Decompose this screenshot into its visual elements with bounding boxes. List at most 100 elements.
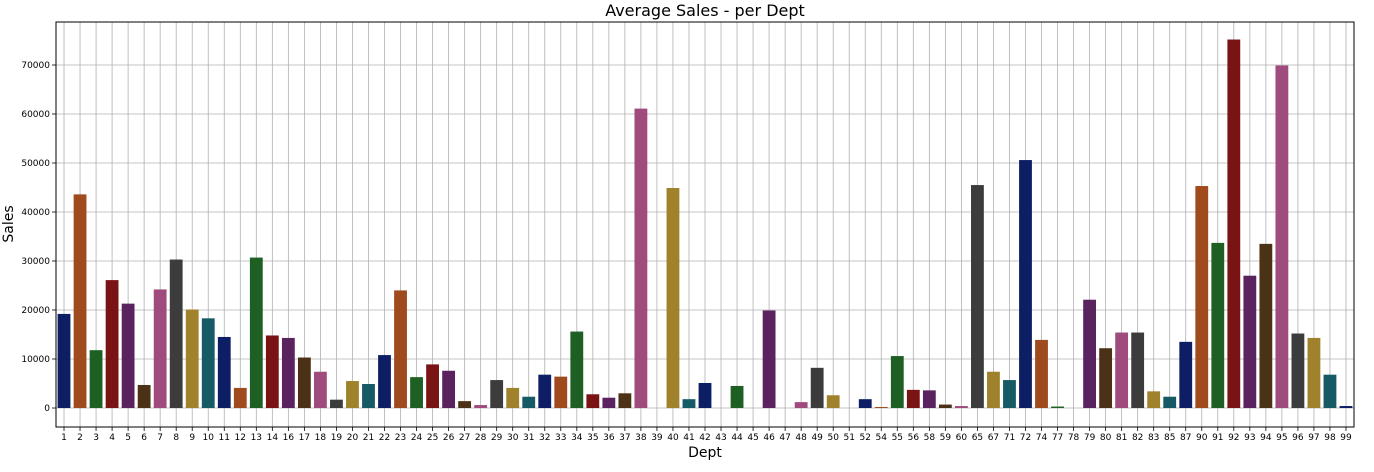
bar-dept-56 bbox=[906, 389, 920, 408]
x-tick-label: 71 bbox=[1004, 433, 1015, 443]
x-tick-label: 87 bbox=[1180, 433, 1191, 443]
x-tick-label: 56 bbox=[908, 433, 920, 443]
bar-dept-2 bbox=[73, 194, 87, 408]
bar-dept-28 bbox=[474, 405, 488, 408]
bar-dept-31 bbox=[522, 396, 536, 408]
x-tick-label: 35 bbox=[587, 433, 598, 443]
y-tick-label: 20000 bbox=[21, 306, 50, 316]
x-tick-label: 30 bbox=[507, 433, 519, 443]
x-tick-label: 39 bbox=[651, 433, 663, 443]
y-tick-label: 40000 bbox=[21, 208, 50, 218]
x-tick-label: 55 bbox=[892, 433, 903, 443]
x-tick-label: 1 bbox=[61, 433, 67, 443]
x-tick-label: 18 bbox=[315, 433, 327, 443]
y-axis-label: Sales bbox=[1, 205, 17, 242]
bar-dept-59 bbox=[938, 404, 952, 408]
x-tick-label: 5 bbox=[125, 433, 131, 443]
bar-dept-65 bbox=[971, 185, 984, 408]
x-tick-label: 19 bbox=[331, 433, 343, 443]
bar-dept-9 bbox=[185, 309, 199, 408]
x-tick-label: 54 bbox=[876, 433, 888, 443]
bar-dept-41 bbox=[682, 399, 696, 408]
bar-dept-60 bbox=[954, 406, 968, 408]
x-tick-label: 2 bbox=[77, 433, 83, 443]
bar-dept-82 bbox=[1131, 332, 1145, 408]
y-axis-ticks: 0 10000 20000 30000 40000 50000 60000 70000 bbox=[21, 61, 56, 414]
x-tick-label: 38 bbox=[635, 433, 647, 443]
x-tick-label: 10 bbox=[203, 433, 215, 443]
bar-dept-33 bbox=[554, 376, 568, 408]
bar-dept-17 bbox=[297, 357, 311, 408]
bar-dept-6 bbox=[137, 384, 151, 408]
x-axis-ticks: 1 2 3 4 5 6 7 8 9 10 11 12 13 14 16 17 18 19 20 21 22 23 24 25 2… bbox=[61, 427, 1352, 443]
x-tick-label: 59 bbox=[940, 433, 952, 443]
bar-dept-11 bbox=[217, 336, 231, 408]
x-tick-label: 91 bbox=[1212, 433, 1223, 443]
bar-dept-54 bbox=[874, 407, 888, 408]
bar-dept-72 bbox=[1019, 160, 1032, 408]
bar-dept-98 bbox=[1323, 374, 1337, 408]
bar-dept-7 bbox=[153, 289, 167, 408]
bar-dept-95 bbox=[1275, 65, 1289, 409]
bar-dept-42 bbox=[698, 383, 712, 408]
bar-dept-13 bbox=[249, 257, 263, 408]
x-tick-label: 23 bbox=[395, 433, 406, 443]
bar-dept-16 bbox=[281, 337, 295, 408]
bar-dept-29 bbox=[490, 380, 504, 408]
bar-dept-87 bbox=[1179, 341, 1193, 408]
bar-dept-52 bbox=[858, 399, 872, 408]
bar-dept-36 bbox=[602, 397, 616, 408]
bar-dept-74 bbox=[1035, 339, 1048, 408]
x-tick-label: 16 bbox=[283, 433, 295, 443]
x-tick-label: 31 bbox=[523, 433, 534, 443]
x-tick-label: 80 bbox=[1100, 433, 1112, 443]
bar-dept-18 bbox=[313, 371, 327, 408]
x-tick-label: 43 bbox=[715, 433, 726, 443]
bar-dept-21 bbox=[362, 383, 375, 408]
bar-dept-8 bbox=[169, 259, 183, 408]
x-tick-label: 34 bbox=[571, 433, 583, 443]
x-tick-label: 51 bbox=[843, 433, 854, 443]
x-tick-label: 12 bbox=[235, 433, 246, 443]
bar-dept-83 bbox=[1147, 391, 1161, 408]
x-tick-label: 25 bbox=[427, 433, 438, 443]
x-tick-label: 33 bbox=[555, 433, 566, 443]
x-axis-label: Dept bbox=[688, 445, 722, 461]
bar-dept-80 bbox=[1099, 348, 1113, 408]
x-tick-label: 22 bbox=[379, 433, 390, 443]
x-tick-label: 90 bbox=[1196, 433, 1208, 443]
y-tick-label: 10000 bbox=[21, 355, 50, 365]
bar-dept-85 bbox=[1163, 396, 1177, 408]
x-tick-label: 14 bbox=[267, 433, 279, 443]
x-tick-label: 60 bbox=[956, 433, 968, 443]
bar-dept-1 bbox=[57, 313, 71, 408]
bar-dept-38 bbox=[634, 108, 648, 409]
x-tick-label: 96 bbox=[1292, 433, 1304, 443]
bar-dept-34 bbox=[570, 331, 584, 408]
x-tick-label: 37 bbox=[619, 433, 630, 443]
bars bbox=[57, 39, 1353, 409]
x-tick-label: 9 bbox=[189, 433, 195, 443]
bar-dept-32 bbox=[538, 374, 552, 408]
x-tick-label: 36 bbox=[603, 433, 615, 443]
x-tick-label: 50 bbox=[827, 433, 839, 443]
bar-dept-40 bbox=[666, 187, 680, 408]
x-tick-label: 97 bbox=[1308, 433, 1319, 443]
bar-dept-19 bbox=[330, 399, 343, 408]
x-tick-label: 99 bbox=[1340, 433, 1352, 443]
x-tick-label: 3 bbox=[93, 433, 99, 443]
bar-dept-97 bbox=[1307, 337, 1321, 408]
x-tick-label: 72 bbox=[1020, 433, 1031, 443]
x-tick-label: 6 bbox=[141, 433, 147, 443]
bar-dept-25 bbox=[426, 364, 439, 408]
bar-dept-20 bbox=[346, 381, 359, 408]
bar-dept-81 bbox=[1115, 332, 1129, 408]
bar-dept-96 bbox=[1291, 333, 1305, 408]
bar-dept-27 bbox=[458, 401, 472, 408]
bar-dept-35 bbox=[586, 394, 600, 408]
y-tick-label: 0 bbox=[44, 404, 50, 414]
x-tick-label: 40 bbox=[667, 433, 679, 443]
bar-dept-49 bbox=[810, 367, 824, 408]
x-tick-label: 29 bbox=[491, 433, 503, 443]
bar-dept-12 bbox=[233, 387, 247, 408]
